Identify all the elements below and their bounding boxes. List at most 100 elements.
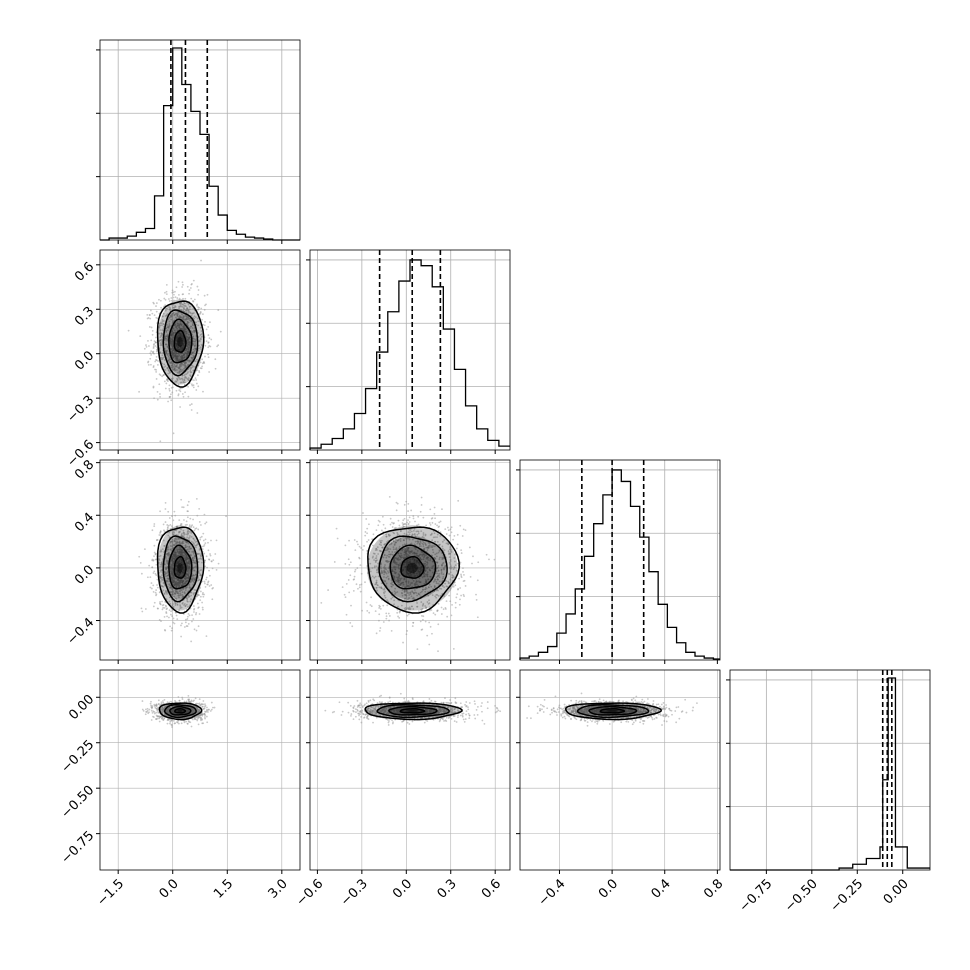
scatter-point bbox=[437, 582, 440, 585]
scatter-point bbox=[422, 536, 425, 539]
scatter-point bbox=[197, 289, 200, 291]
scatter-point bbox=[175, 529, 178, 532]
scatter-point bbox=[403, 532, 406, 535]
scatter-point bbox=[421, 576, 424, 579]
contour-line bbox=[173, 329, 187, 353]
scatter-point bbox=[391, 526, 394, 528]
scatter-point bbox=[180, 334, 182, 337]
scatter-point bbox=[188, 319, 191, 321]
scatter-point bbox=[462, 528, 465, 531]
scatter-point bbox=[170, 525, 173, 528]
scatter-point bbox=[169, 358, 171, 361]
scatter-point bbox=[429, 625, 432, 628]
scatter-point bbox=[445, 533, 448, 535]
scatter-point bbox=[214, 367, 217, 370]
scatter-point bbox=[424, 620, 427, 623]
scatter-point bbox=[158, 383, 161, 386]
scatter-point bbox=[383, 588, 386, 591]
scatter-point bbox=[214, 358, 217, 361]
scatter-point bbox=[385, 533, 388, 536]
scatter-point bbox=[151, 558, 154, 561]
scatter-point bbox=[181, 378, 184, 381]
scatter-point bbox=[377, 562, 379, 565]
scatter-point bbox=[188, 614, 191, 617]
scatter-point bbox=[345, 613, 348, 616]
scatter-point bbox=[435, 555, 438, 558]
scatter-point bbox=[364, 581, 366, 584]
scatter-point bbox=[460, 594, 463, 597]
scatter-point bbox=[460, 552, 463, 554]
scatter-point bbox=[459, 598, 461, 601]
scatter-point bbox=[455, 596, 458, 599]
scatter-point bbox=[170, 568, 172, 571]
scatter-point bbox=[390, 629, 393, 632]
scatter-point bbox=[425, 606, 428, 609]
scatter-point bbox=[170, 314, 173, 317]
scatter-point bbox=[430, 585, 433, 588]
scatter-point bbox=[436, 572, 439, 575]
scatter-point bbox=[193, 611, 195, 613]
scatter-point bbox=[420, 496, 423, 499]
scatter-point bbox=[167, 372, 170, 375]
scatter-point bbox=[376, 559, 378, 562]
scatter-point bbox=[178, 354, 181, 357]
scatter-point bbox=[200, 330, 203, 332]
scatter-point bbox=[172, 299, 175, 302]
scatter-point bbox=[202, 545, 205, 548]
scatter-point bbox=[150, 354, 153, 356]
scatter-point bbox=[168, 596, 171, 599]
scatter-point bbox=[177, 583, 180, 586]
scatter-point bbox=[392, 546, 395, 549]
scatter-point bbox=[410, 530, 413, 533]
scatter-point bbox=[409, 608, 412, 610]
scatter-point bbox=[174, 593, 176, 595]
scatter-point bbox=[448, 572, 450, 575]
scatter-point bbox=[442, 561, 445, 564]
scatter-point bbox=[383, 569, 385, 572]
scatter-point bbox=[193, 298, 196, 301]
scatter-point bbox=[176, 537, 178, 539]
scatter-point bbox=[203, 324, 206, 327]
scatter-point bbox=[411, 625, 414, 627]
scatter-point bbox=[412, 533, 414, 536]
scatter-point bbox=[174, 514, 177, 517]
scatter-point bbox=[435, 576, 438, 579]
scatter-point bbox=[404, 536, 407, 539]
scatter-point bbox=[450, 548, 452, 551]
scatter-point bbox=[183, 365, 186, 367]
scatter-point bbox=[396, 532, 399, 534]
scatter-point bbox=[140, 607, 143, 610]
scatter-point bbox=[198, 698, 201, 701]
scatter-point bbox=[448, 556, 451, 559]
scatter-point bbox=[381, 515, 384, 518]
scatter-point bbox=[199, 312, 202, 315]
scatter-point bbox=[179, 370, 181, 373]
scatter-point bbox=[141, 610, 144, 613]
scatter-point bbox=[449, 552, 452, 555]
scatter-point bbox=[161, 600, 163, 603]
scatter-point bbox=[195, 629, 198, 632]
scatter-point bbox=[392, 548, 395, 551]
scatter-point bbox=[183, 328, 185, 331]
scatter-point bbox=[441, 540, 444, 543]
scatter-point bbox=[421, 535, 424, 538]
scatter-point bbox=[154, 553, 157, 555]
scatter-point bbox=[189, 517, 192, 520]
scatter-point bbox=[383, 570, 386, 573]
scatter-point bbox=[155, 378, 158, 380]
scatter-point bbox=[459, 587, 462, 589]
scatter-point bbox=[166, 570, 169, 573]
scatter-point bbox=[197, 324, 200, 327]
scatter-point bbox=[171, 545, 174, 548]
scatter-point bbox=[437, 650, 439, 653]
scatter-point bbox=[448, 594, 451, 597]
scatter-point bbox=[403, 517, 406, 520]
scatter-point bbox=[402, 519, 405, 522]
scatter-point bbox=[175, 590, 177, 593]
scatter-point bbox=[401, 548, 404, 551]
scatter-point bbox=[166, 333, 169, 336]
panel-frame bbox=[309, 249, 511, 451]
scatter-point bbox=[152, 559, 155, 562]
scatter-point bbox=[394, 572, 396, 574]
scatter-point bbox=[165, 350, 167, 353]
